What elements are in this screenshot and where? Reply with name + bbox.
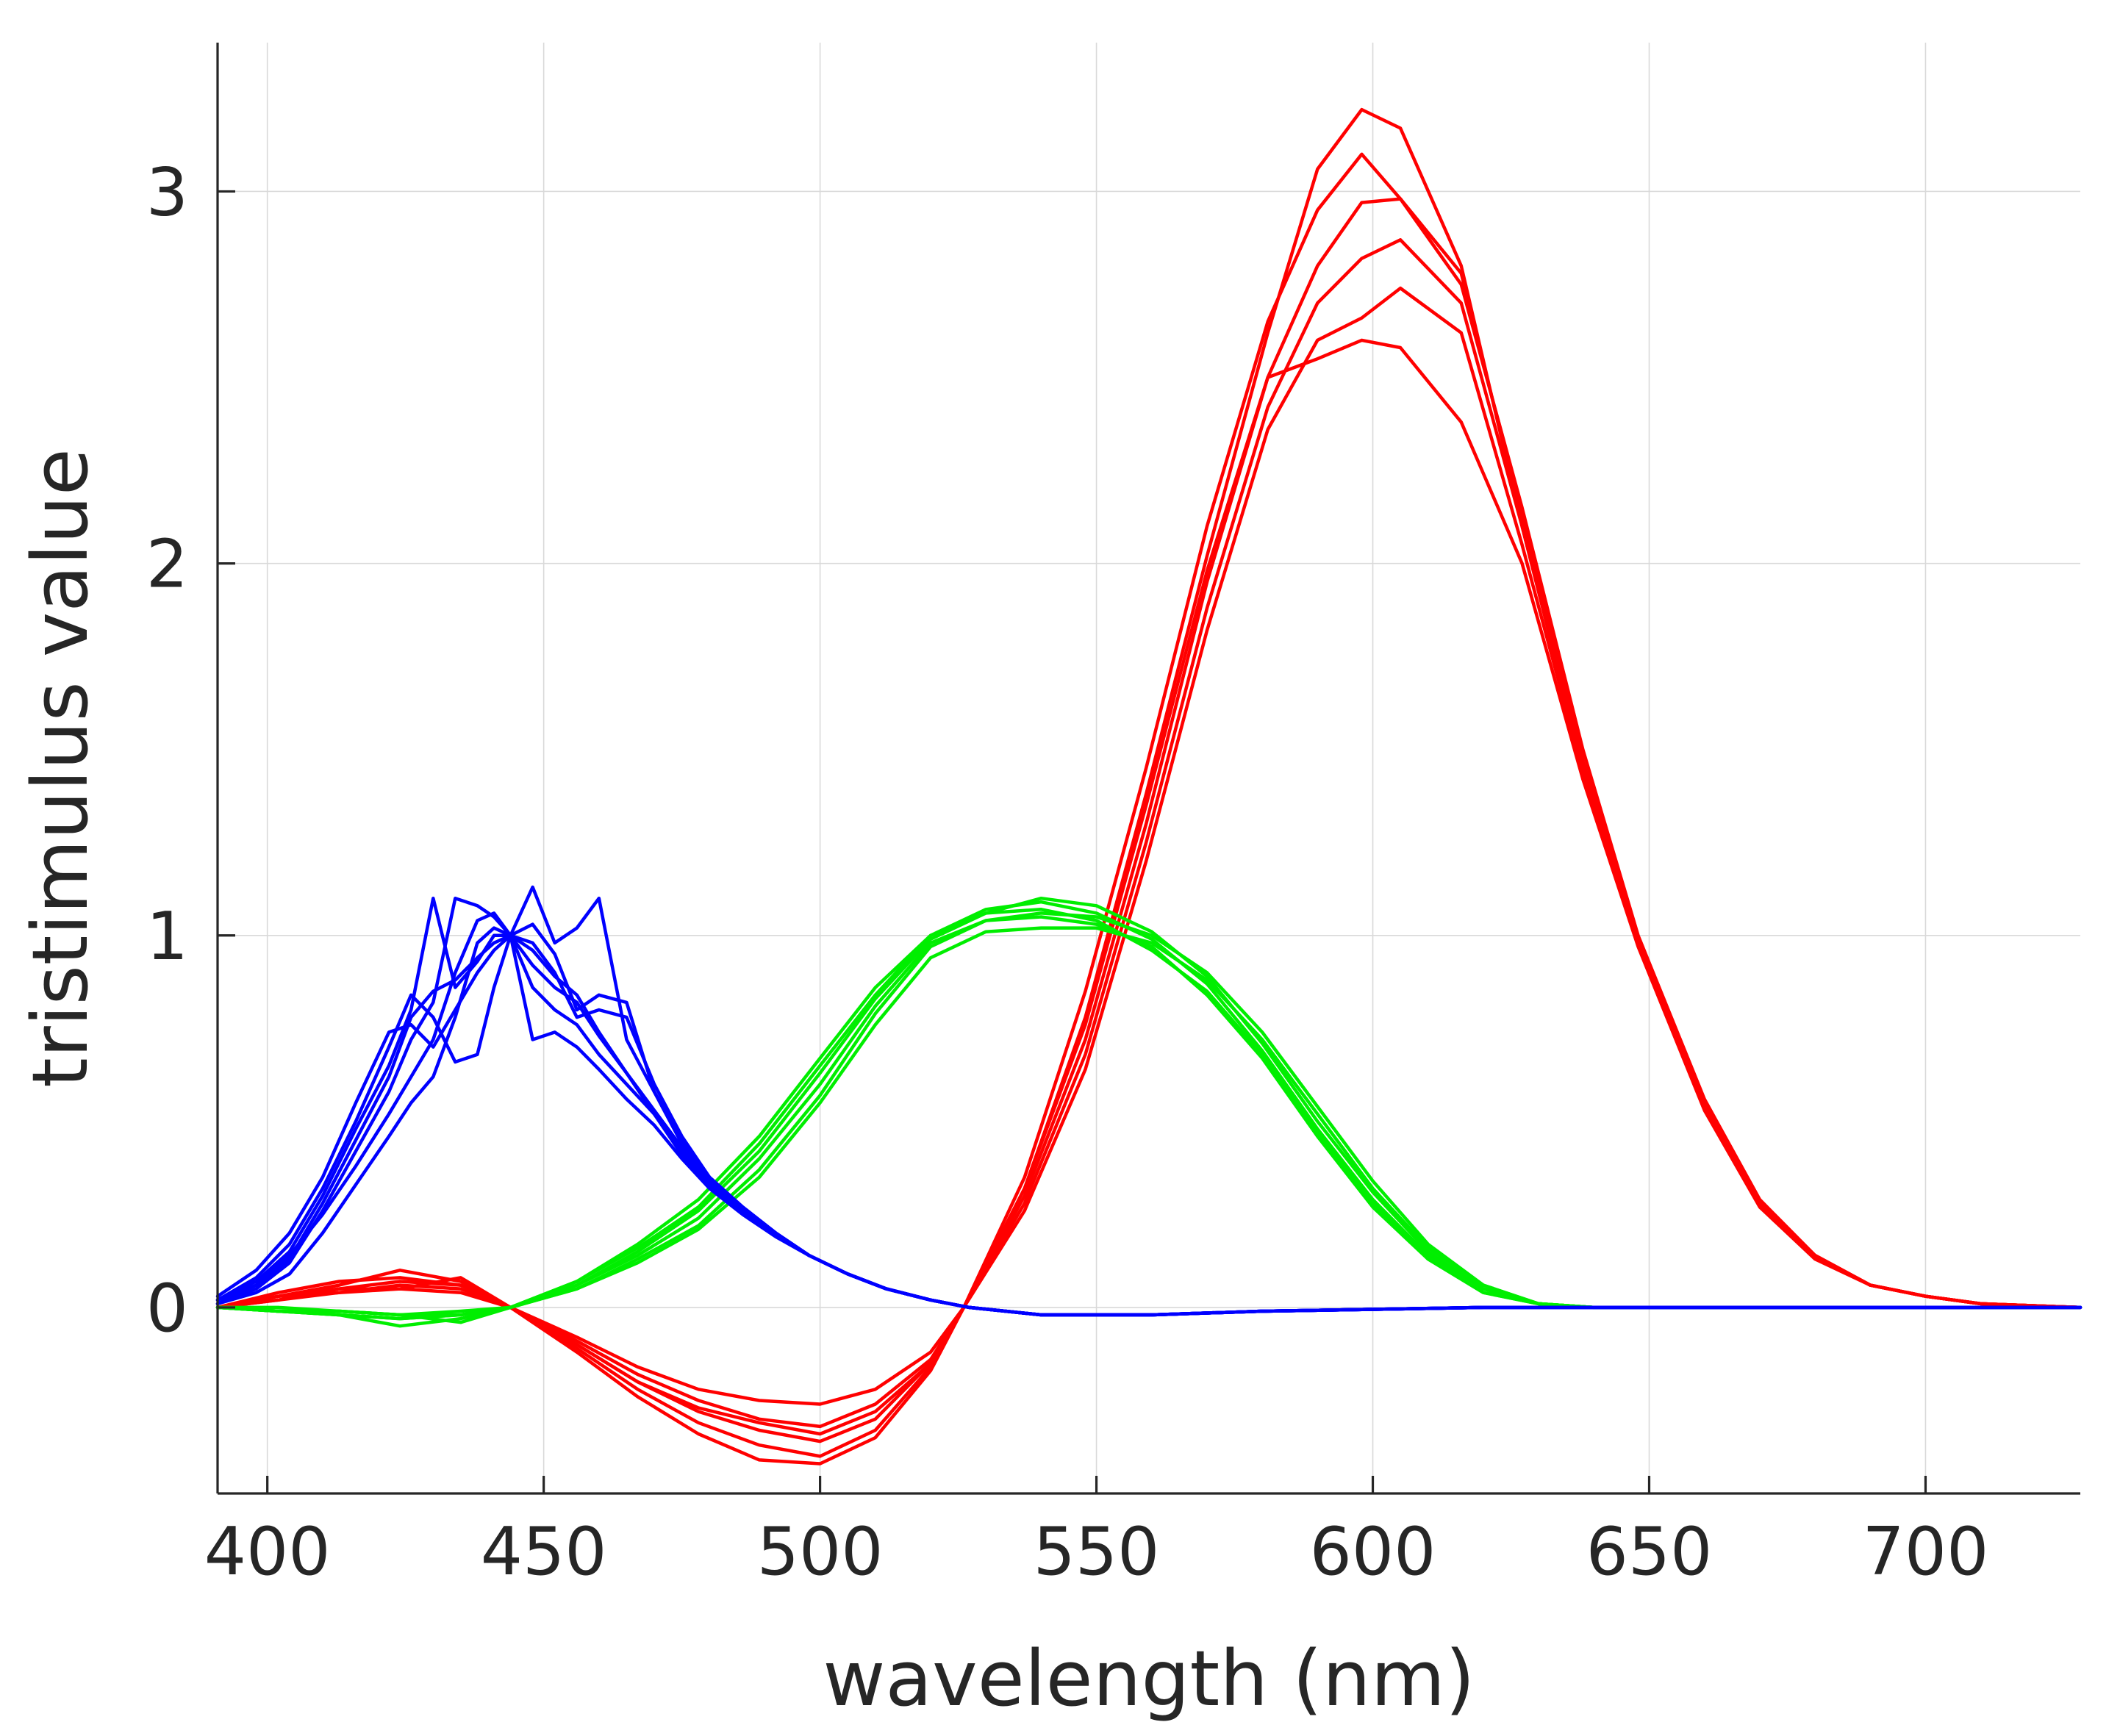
x-axis-title: wavelength (nm) <box>823 1634 1475 1724</box>
series-line-red-5 <box>215 286 2083 1466</box>
y-tick-label-0: 0 <box>146 1270 188 1347</box>
x-tick-label-400: 400 <box>204 1513 331 1590</box>
x-tick-label-650: 650 <box>1586 1513 1713 1590</box>
y-tick-label-2: 2 <box>146 526 188 603</box>
x-tick-label-550: 550 <box>1034 1513 1160 1590</box>
series-line-red-6 <box>215 338 2083 1436</box>
ticks: 400 450 500 550 600 650 700 0 1 2 3 <box>146 154 1989 1590</box>
x-tick-label-600: 600 <box>1310 1513 1436 1590</box>
x-tick-label-700: 700 <box>1863 1513 1989 1590</box>
series-line-blue-7 <box>215 911 2083 1317</box>
axes <box>216 43 2080 1495</box>
y-tick-label-3: 3 <box>146 154 188 231</box>
x-tick-label-450: 450 <box>481 1513 607 1590</box>
y-axis-title: tristimulus value <box>15 448 105 1088</box>
x-tick-label-500: 500 <box>757 1513 884 1590</box>
plot-curves <box>215 107 2083 1466</box>
y-tick-label-1: 1 <box>146 898 188 975</box>
